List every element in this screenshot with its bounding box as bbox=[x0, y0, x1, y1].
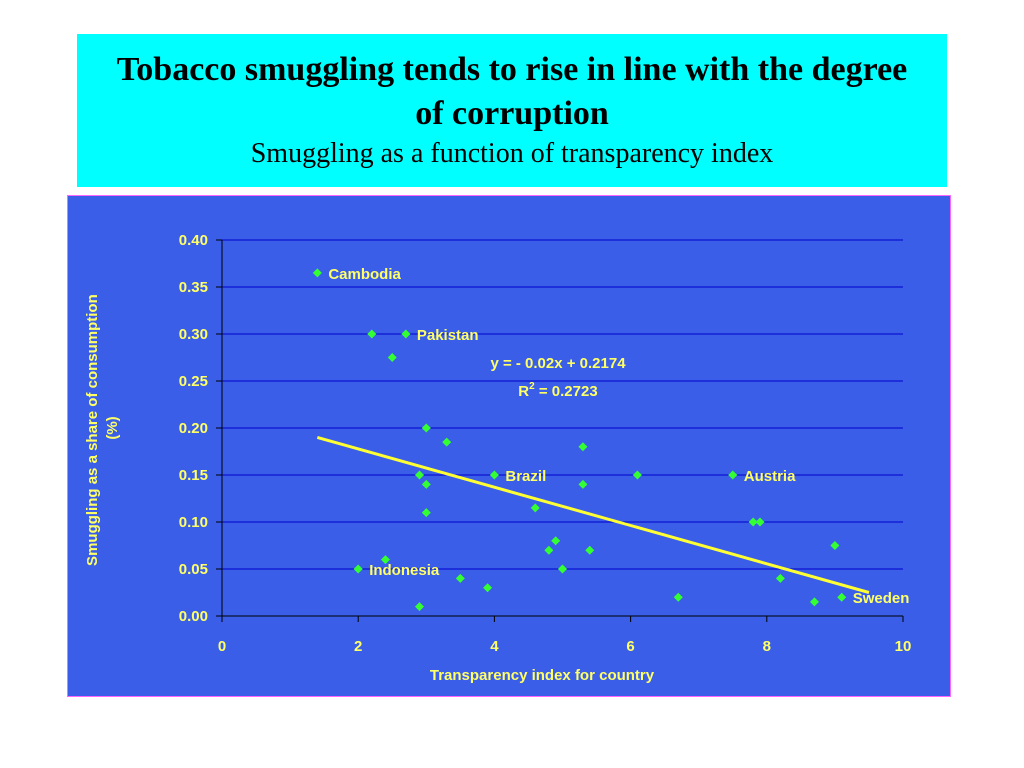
data-point bbox=[551, 536, 561, 546]
data-point bbox=[387, 353, 397, 362]
data-point bbox=[558, 564, 567, 574]
y-tick-label: 0.20 bbox=[179, 420, 208, 437]
point-label: Brazil bbox=[505, 468, 546, 485]
data-point bbox=[442, 437, 452, 447]
x-tick-label: 8 bbox=[763, 638, 771, 655]
y-tick-label: 0.10 bbox=[179, 514, 208, 531]
data-point bbox=[728, 470, 738, 480]
data-points bbox=[312, 268, 847, 612]
data-point bbox=[837, 592, 847, 602]
data-point bbox=[748, 517, 758, 527]
r-squared-label: R2 = 0.2723 bbox=[518, 381, 597, 400]
x-tick-label: 10 bbox=[895, 638, 912, 655]
y-tick-label: 0.05 bbox=[179, 561, 208, 578]
slide-subtitle: Smuggling as a function of transparency … bbox=[250, 138, 774, 169]
y-tick-label: 0.30 bbox=[179, 326, 208, 343]
y-tick-label: 0.00 bbox=[179, 608, 208, 625]
x-tick-label: 2 bbox=[354, 638, 362, 655]
data-point bbox=[809, 597, 819, 607]
point-label: Indonesia bbox=[369, 562, 440, 579]
point-label: Cambodia bbox=[328, 266, 401, 283]
x-tick-label: 0 bbox=[218, 638, 226, 655]
data-point bbox=[353, 564, 363, 574]
axes bbox=[221, 240, 904, 622]
y-tick-label: 0.25 bbox=[179, 373, 208, 390]
slide-title: Tobacco smuggling tends to rise in line … bbox=[116, 51, 908, 132]
data-point bbox=[455, 573, 465, 583]
data-point bbox=[421, 423, 431, 433]
x-tick-label: 4 bbox=[490, 638, 499, 655]
data-point bbox=[489, 470, 499, 480]
trendline-equation: y = - 0.02x + 0.2174 bbox=[490, 355, 626, 372]
data-point bbox=[632, 470, 642, 480]
point-label: Austria bbox=[744, 468, 796, 485]
data-point bbox=[421, 508, 431, 518]
data-point bbox=[578, 442, 588, 452]
data-point bbox=[578, 479, 588, 489]
data-point bbox=[421, 479, 431, 489]
y-tick-label: 0.40 bbox=[179, 232, 208, 249]
data-point bbox=[380, 555, 390, 565]
y-tick-label: 0.15 bbox=[179, 467, 208, 484]
data-point bbox=[544, 545, 554, 555]
r2-prefix: R bbox=[518, 383, 529, 400]
point-label: Pakistan bbox=[417, 327, 479, 344]
gridlines bbox=[216, 239, 903, 617]
data-point bbox=[830, 541, 840, 550]
data-point bbox=[367, 329, 377, 339]
y-tick-label: 0.35 bbox=[179, 279, 208, 296]
data-point bbox=[585, 545, 595, 555]
data-point bbox=[483, 583, 493, 593]
y-axis-title: Smuggling as a share of consumption (%) bbox=[84, 290, 121, 566]
chart-area: 0.00 0.05 0.10 0.15 0.20 0.25 0.30 0.35 0.40 0 2 4… bbox=[67, 195, 951, 697]
y-axis-title-line-2: (%) bbox=[104, 416, 121, 439]
data-point bbox=[755, 517, 765, 527]
x-axis-title: Transparency index for country bbox=[430, 667, 655, 684]
point-labels: Cambodia Pakistan Brazil Indonesia Austria Sw… bbox=[328, 266, 909, 607]
data-point bbox=[530, 503, 540, 513]
title-box: Tobacco smuggling tends to rise in line … bbox=[77, 34, 947, 187]
scatter-chart: 0.00 0.05 0.10 0.15 0.20 0.25 0.30 0.35 0.40 0 2 4… bbox=[84, 232, 912, 684]
y-axis-title-line-1: Smuggling as a share of consumption bbox=[84, 294, 101, 566]
data-point bbox=[414, 470, 424, 480]
data-point bbox=[401, 329, 411, 339]
y-tick-labels: 0.00 0.05 0.10 0.15 0.20 0.25 0.30 0.35 0.40 bbox=[179, 232, 208, 625]
data-point bbox=[775, 573, 785, 583]
x-tick-label: 6 bbox=[626, 638, 634, 655]
point-label: Sweden bbox=[853, 590, 910, 607]
data-point bbox=[414, 602, 424, 612]
x-tick-labels: 0 2 4 6 8 10 bbox=[218, 638, 912, 655]
trendline bbox=[316, 435, 870, 594]
r2-value: = 0.2723 bbox=[535, 383, 598, 400]
data-point bbox=[312, 268, 322, 278]
r2-superscript: 2 bbox=[529, 381, 535, 392]
data-point bbox=[673, 592, 683, 602]
